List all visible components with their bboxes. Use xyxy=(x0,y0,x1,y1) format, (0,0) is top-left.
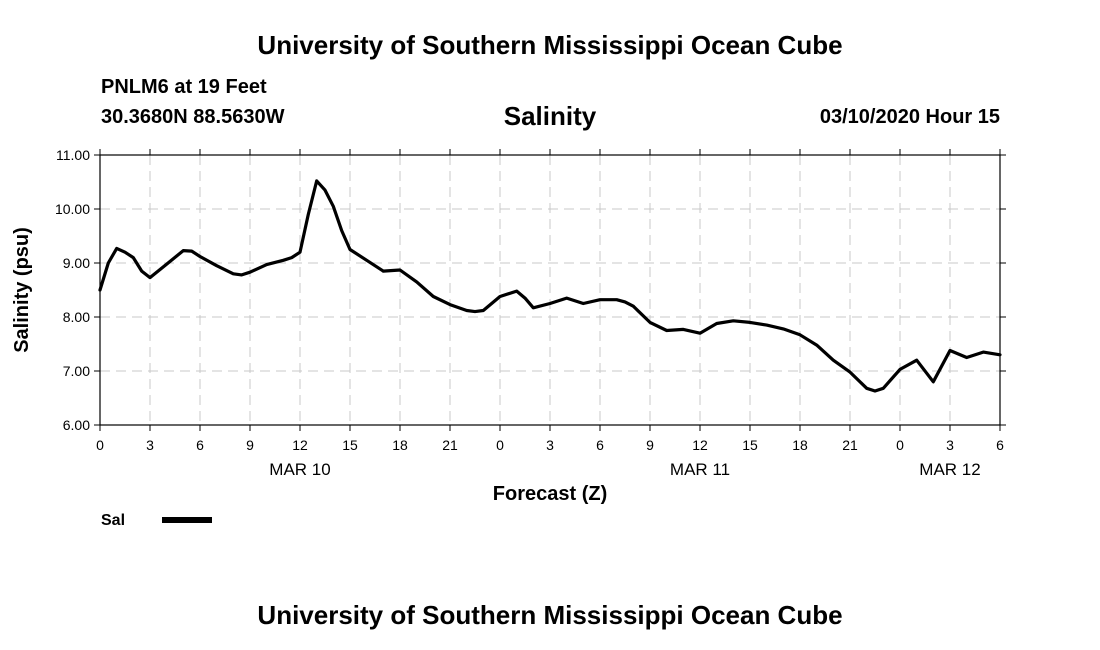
x-tick-label: 3 xyxy=(146,437,154,453)
y-tick-label: 6.00 xyxy=(63,417,90,433)
y-tick-label: 7.00 xyxy=(63,363,90,379)
legend-label: Sal xyxy=(101,512,125,529)
axis-ticks xyxy=(94,149,1006,431)
y-tick-label: 11.00 xyxy=(56,147,90,163)
coordinates-label: 30.3680N 88.5630W xyxy=(101,106,285,128)
station-label: PNLM6 at 19 Feet xyxy=(101,76,267,98)
legend-swatch xyxy=(162,517,212,523)
x-tick-label: 18 xyxy=(792,437,808,453)
x-tick-label: 18 xyxy=(392,437,408,453)
y-tick-label: 9.00 xyxy=(63,255,90,271)
institution-title: University of Southern Mississippi Ocean… xyxy=(257,30,843,60)
tick-labels: 6.00 7.00 8.00 9.00 10.00 11.00 0 3 6 9 12 15 18 21 0 3… xyxy=(55,147,1004,479)
x-tick-label: 21 xyxy=(442,437,458,453)
x-tick-label: 15 xyxy=(742,437,758,453)
x-axis-label: Forecast (Z) xyxy=(493,483,607,505)
date-label: MAR 12 xyxy=(919,460,980,479)
y-axis-label: Salinity (psu) xyxy=(11,227,33,353)
salinity-series-line xyxy=(98,179,1002,393)
x-tick-label: 0 xyxy=(496,437,504,453)
x-tick-label: 3 xyxy=(946,437,954,453)
x-tick-label: 6 xyxy=(196,437,204,453)
x-tick-label: 0 xyxy=(96,437,104,453)
x-tick-label: 6 xyxy=(996,437,1004,453)
x-tick-label: 6 xyxy=(596,437,604,453)
x-tick-label: 9 xyxy=(646,437,654,453)
x-tick-label: 12 xyxy=(292,437,308,453)
x-tick-label: 3 xyxy=(546,437,554,453)
x-tick-label: 0 xyxy=(896,437,904,453)
footer-institution-title: University of Southern Mississippi Ocean… xyxy=(257,600,843,630)
timestamp-label: 03/10/2020 Hour 15 xyxy=(819,106,1000,128)
chart-title: Salinity xyxy=(503,101,597,131)
x-tick-label: 9 xyxy=(246,437,254,453)
grid xyxy=(100,155,1000,425)
x-tick-label: 12 xyxy=(692,437,708,453)
y-tick-label: 10.00 xyxy=(55,201,90,217)
date-label: MAR 10 xyxy=(269,460,330,479)
x-tick-label: 15 xyxy=(342,437,358,453)
y-tick-label: 8.00 xyxy=(63,309,90,325)
x-tick-label: 21 xyxy=(842,437,858,453)
date-label: MAR 11 xyxy=(670,460,730,479)
